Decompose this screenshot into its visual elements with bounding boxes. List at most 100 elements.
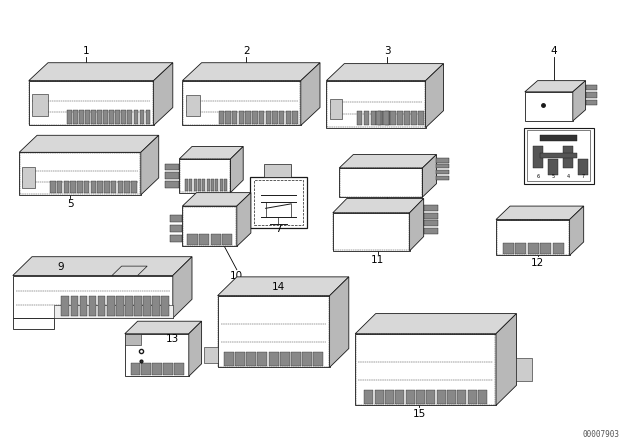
Polygon shape — [91, 181, 96, 193]
Polygon shape — [189, 321, 202, 376]
Polygon shape — [131, 181, 136, 193]
Text: 4: 4 — [567, 174, 570, 179]
Polygon shape — [140, 110, 145, 124]
Polygon shape — [376, 111, 381, 125]
Polygon shape — [125, 321, 202, 334]
Polygon shape — [185, 179, 188, 191]
Polygon shape — [189, 179, 193, 191]
Polygon shape — [424, 228, 438, 234]
Text: 7: 7 — [582, 174, 584, 179]
Polygon shape — [134, 296, 142, 316]
Polygon shape — [285, 111, 291, 124]
Polygon shape — [111, 181, 116, 193]
Polygon shape — [29, 63, 173, 81]
Text: 9: 9 — [58, 262, 64, 272]
Polygon shape — [165, 172, 179, 179]
Polygon shape — [410, 198, 424, 251]
Polygon shape — [374, 390, 383, 404]
Polygon shape — [57, 181, 63, 193]
Polygon shape — [232, 111, 237, 124]
Polygon shape — [134, 110, 138, 124]
Polygon shape — [211, 234, 221, 245]
Text: 3: 3 — [384, 46, 390, 56]
Polygon shape — [339, 155, 436, 168]
Polygon shape — [109, 110, 114, 124]
Bar — [563, 146, 573, 168]
Polygon shape — [146, 110, 150, 124]
Polygon shape — [182, 81, 301, 125]
Polygon shape — [124, 181, 130, 193]
Polygon shape — [524, 128, 594, 184]
Polygon shape — [22, 167, 35, 188]
Polygon shape — [84, 181, 90, 193]
Polygon shape — [436, 176, 449, 180]
Text: 6: 6 — [537, 174, 540, 179]
Polygon shape — [279, 111, 284, 124]
Polygon shape — [252, 111, 257, 124]
Polygon shape — [85, 110, 90, 124]
Polygon shape — [355, 314, 516, 334]
Polygon shape — [112, 266, 147, 276]
Polygon shape — [355, 334, 496, 405]
Polygon shape — [385, 390, 394, 404]
Polygon shape — [406, 390, 415, 404]
Polygon shape — [396, 390, 404, 404]
Polygon shape — [259, 111, 264, 124]
Polygon shape — [436, 164, 449, 168]
Polygon shape — [29, 81, 154, 125]
Polygon shape — [141, 363, 151, 375]
Polygon shape — [397, 111, 403, 125]
Polygon shape — [447, 390, 456, 404]
Text: 12: 12 — [531, 258, 544, 267]
Polygon shape — [404, 111, 410, 125]
Polygon shape — [496, 206, 584, 220]
Bar — [548, 159, 558, 175]
Bar — [327, 81, 425, 127]
Polygon shape — [202, 179, 205, 191]
Polygon shape — [269, 352, 278, 366]
Polygon shape — [385, 111, 390, 125]
Polygon shape — [245, 111, 251, 124]
Polygon shape — [194, 179, 196, 191]
Polygon shape — [127, 110, 132, 124]
Polygon shape — [97, 110, 102, 124]
Polygon shape — [61, 296, 69, 316]
Polygon shape — [125, 334, 141, 345]
Polygon shape — [573, 81, 586, 121]
Polygon shape — [125, 334, 189, 376]
Polygon shape — [104, 181, 109, 193]
Polygon shape — [502, 243, 514, 254]
Polygon shape — [411, 111, 417, 125]
Polygon shape — [64, 181, 69, 193]
Polygon shape — [152, 363, 162, 375]
Polygon shape — [333, 213, 410, 251]
Polygon shape — [426, 390, 435, 404]
Text: 4: 4 — [550, 46, 557, 56]
Polygon shape — [222, 234, 232, 245]
Polygon shape — [436, 390, 445, 404]
Polygon shape — [179, 146, 243, 159]
Polygon shape — [224, 179, 227, 191]
Polygon shape — [141, 135, 159, 195]
Polygon shape — [211, 179, 214, 191]
Polygon shape — [383, 111, 388, 125]
Polygon shape — [416, 390, 425, 404]
Bar — [533, 146, 543, 168]
Polygon shape — [237, 193, 251, 246]
Text: 6: 6 — [213, 197, 220, 207]
Polygon shape — [165, 181, 179, 188]
Polygon shape — [371, 111, 376, 125]
Polygon shape — [91, 110, 96, 124]
Polygon shape — [216, 179, 218, 191]
Text: 7: 7 — [275, 224, 282, 234]
Polygon shape — [515, 243, 526, 254]
Bar — [20, 153, 140, 194]
Polygon shape — [330, 99, 342, 119]
Polygon shape — [422, 155, 436, 197]
Polygon shape — [165, 164, 179, 170]
Text: 5: 5 — [67, 199, 74, 209]
Polygon shape — [230, 146, 243, 193]
Polygon shape — [239, 111, 244, 124]
Polygon shape — [19, 135, 159, 152]
Polygon shape — [436, 158, 449, 163]
